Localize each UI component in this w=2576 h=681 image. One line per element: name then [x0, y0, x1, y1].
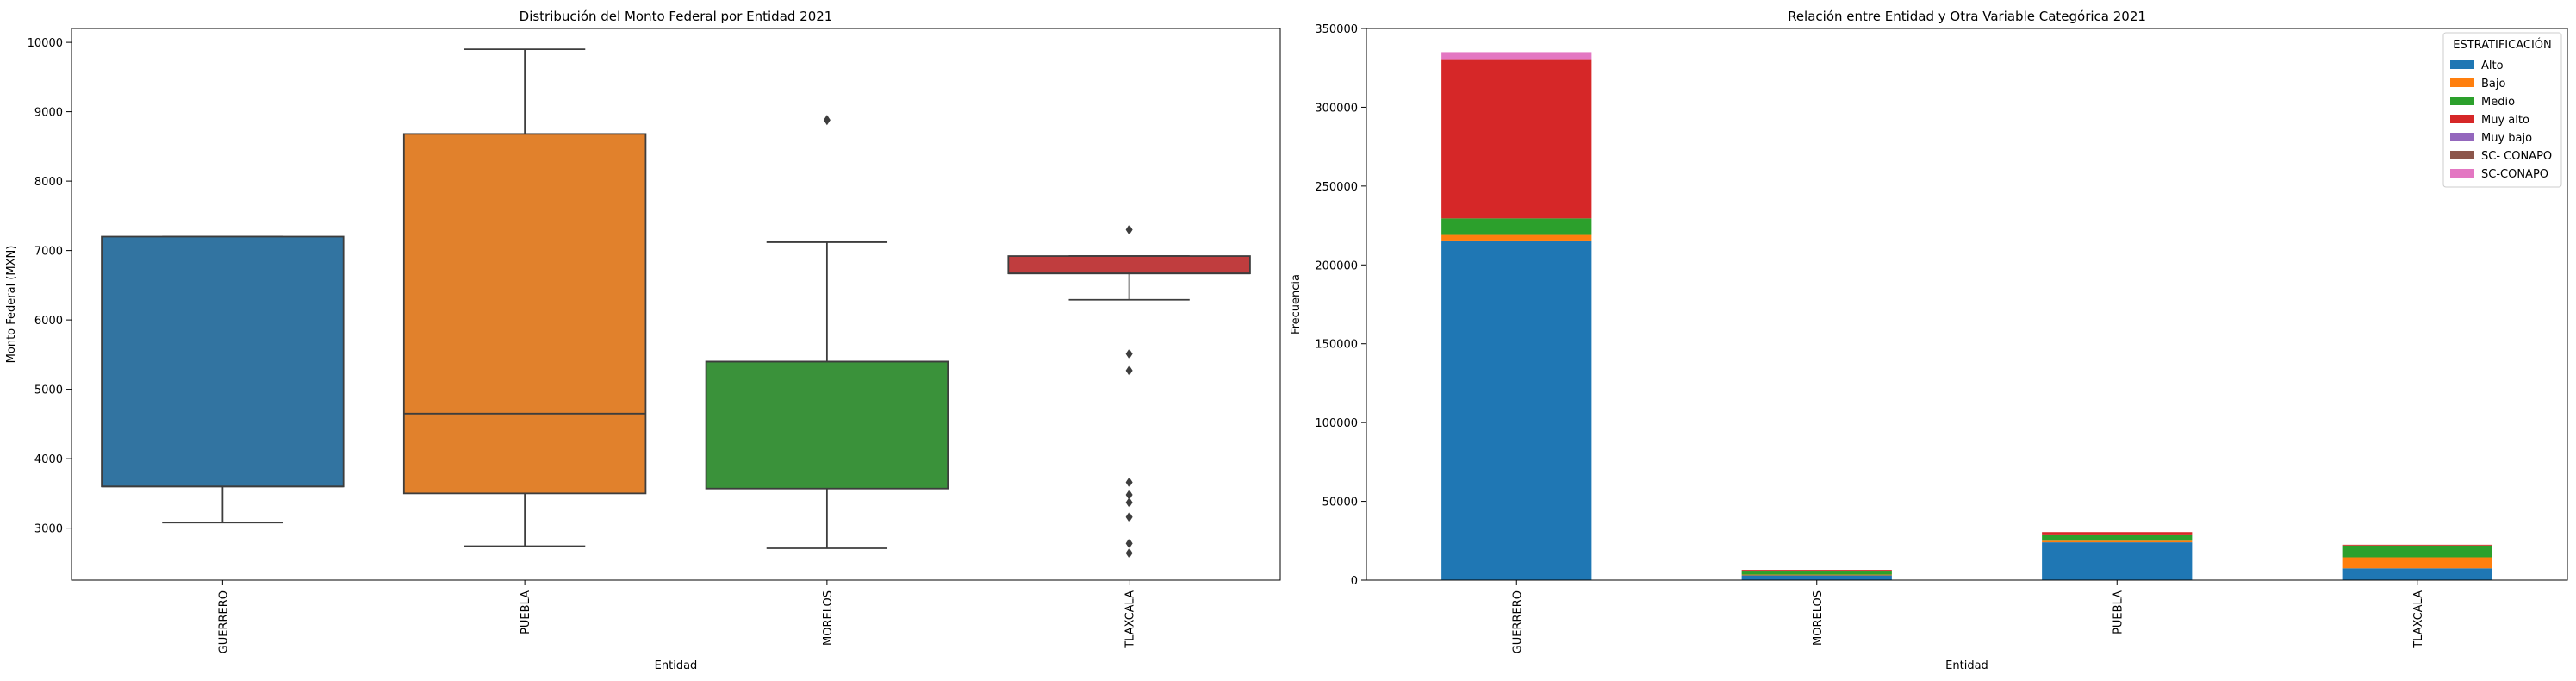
legend-label: Bajo	[2481, 78, 2505, 91]
axes-frame	[1366, 28, 2568, 581]
outlier-point	[1125, 497, 1133, 508]
bar-segment	[1741, 575, 1892, 580]
legend: ESTRATIFICACIÓN Alto Bajo Medio Muy alto Muy …	[2442, 32, 2562, 188]
bar-segment	[2042, 534, 2193, 541]
legend-label: Medio	[2481, 96, 2515, 109]
legend-swatch	[2450, 151, 2474, 159]
legend-swatch	[2450, 169, 2474, 178]
bar-segment	[1441, 234, 1592, 241]
bar-segment	[2342, 545, 2492, 558]
legend-swatch	[2450, 115, 2474, 123]
y-tick-label: 8000	[34, 176, 63, 189]
x-tick-label: MORELOS	[1812, 590, 1825, 646]
bar-segment	[2042, 542, 2193, 580]
box	[1007, 255, 1251, 275]
boxplot-chart: Distribución del Monto Federal por Entid…	[5, 9, 1281, 672]
legend-swatch	[2450, 97, 2474, 105]
bar-segment	[2042, 532, 2193, 535]
x-axis-label: Entidad	[655, 659, 698, 672]
box	[402, 133, 647, 495]
y-tick-label: 6000	[34, 315, 63, 328]
y-tick-label: 10000	[28, 37, 63, 50]
outlier-point	[1125, 538, 1133, 549]
plot-area: 0 50000 100000 150000 200000 250000 300000 3500…	[1315, 23, 2568, 653]
bar-segment	[1441, 218, 1592, 235]
bar-segment	[1741, 571, 1892, 575]
legend-swatch	[2450, 60, 2474, 69]
axes-frame	[71, 28, 1281, 581]
y-tick-label: 0	[1351, 575, 1358, 588]
stacked-bar-chart: Relación entre Entidad y Otra Variable C…	[1290, 9, 2568, 672]
x-tick-label: TLAXCALA	[2412, 590, 2425, 649]
outlier-point	[1125, 348, 1133, 359]
outlier-point	[1125, 489, 1133, 500]
bar-segment	[2342, 557, 2492, 569]
x-axis-label: Entidad	[1945, 659, 1988, 672]
legend-swatch	[2450, 78, 2474, 87]
bar-segment	[1441, 52, 1592, 60]
chart-title: Relación entre Entidad y Otra Variable C…	[1788, 9, 2146, 24]
legend-label: SC- CONAPO	[2481, 150, 2552, 163]
bar-segment	[1441, 240, 1592, 580]
y-tick-label: 5000	[34, 384, 63, 397]
x-tick-label: PUEBLA	[520, 590, 532, 634]
y-tick-label: 200000	[1315, 259, 1358, 272]
x-tick-label: PUEBLA	[2112, 590, 2125, 634]
outlier-point	[1125, 365, 1133, 376]
outlier-point	[1125, 224, 1133, 235]
y-tick-label: 7000	[34, 246, 63, 259]
chart-title: Distribución del Monto Federal por Entid…	[520, 9, 833, 24]
bar-segment	[2342, 544, 2492, 546]
y-axis-label: Monto Federal (MXN)	[5, 246, 18, 364]
bar-segment	[1741, 574, 1892, 576]
bar-segment	[1441, 59, 1592, 219]
y-axis-label: Frecuencia	[1290, 274, 1303, 334]
y-tick-label: 350000	[1315, 23, 1358, 36]
x-tick-label: MORELOS	[822, 590, 835, 646]
x-tick-label: GUERRERO	[217, 590, 230, 653]
y-tick-label: 4000	[34, 453, 63, 466]
legend-title: ESTRATIFICACIÓN	[2453, 38, 2552, 52]
outlier-point	[823, 115, 831, 126]
legend-label: Alto	[2481, 59, 2504, 72]
bar-segment	[1741, 570, 1892, 572]
bar-segment	[2342, 568, 2492, 580]
legend-label: Muy alto	[2481, 114, 2529, 127]
outlier-point	[1125, 547, 1133, 559]
box	[705, 360, 949, 490]
bar-segment	[2042, 540, 2193, 543]
y-tick-label: 3000	[34, 523, 63, 536]
legend-label: SC-CONAPO	[2481, 168, 2548, 181]
y-tick-label: 150000	[1315, 339, 1358, 352]
outlier-point	[1125, 511, 1133, 522]
legend-label: Muy bajo	[2481, 132, 2532, 145]
legend-box	[2442, 32, 2562, 188]
plot-area: 3000 4000 5000 6000 7000 8000 9000 10000 GUERRER…	[28, 28, 1281, 653]
outlier-point	[1125, 477, 1133, 488]
x-tick-label: TLAXCALA	[1124, 590, 1137, 649]
y-tick-label: 9000	[34, 107, 63, 120]
y-tick-label: 300000	[1315, 102, 1358, 115]
legend-swatch	[2450, 133, 2474, 141]
y-tick-label: 250000	[1315, 181, 1358, 194]
y-tick-label: 50000	[1322, 497, 1358, 509]
x-tick-label: GUERRERO	[1511, 590, 1524, 653]
y-tick-label: 100000	[1315, 417, 1358, 430]
box	[101, 235, 345, 488]
